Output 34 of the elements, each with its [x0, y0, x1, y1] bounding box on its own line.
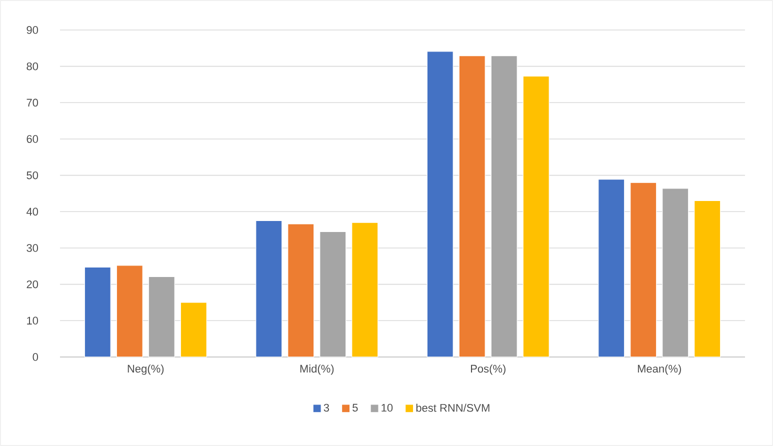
legend-label: 10 [382, 404, 393, 412]
bar [662, 188, 689, 358]
y-tick-label: 40 [26, 208, 38, 216]
bar [458, 55, 486, 358]
y-tick-label: 70 [26, 98, 38, 107]
bar [320, 231, 346, 358]
legend-label: 3 [324, 404, 330, 412]
x-tick-label: Pos(%) [471, 364, 506, 375]
bar [694, 200, 721, 358]
legend-label: best RNN/SVM [416, 404, 490, 412]
bar [116, 265, 143, 358]
bar [630, 182, 657, 358]
bar [490, 55, 518, 358]
bar [180, 302, 207, 358]
y-tick-label: 90 [26, 26, 38, 34]
y-tick-label: 30 [26, 244, 38, 252]
bar [522, 76, 550, 358]
bar [148, 276, 175, 358]
y-tick-label: 20 [26, 280, 38, 288]
bar [352, 222, 378, 358]
y-tick-label: 60 [26, 135, 38, 143]
bar [598, 179, 625, 358]
x-tick-label: Neg(%) [128, 364, 164, 375]
bar [256, 220, 282, 358]
y-tick-label: 0 [32, 353, 38, 361]
x-tick-label: Mean(%) [638, 364, 681, 375]
x-tick-label: Mid(%) [300, 364, 334, 375]
bar [288, 224, 314, 358]
y-tick-label: 10 [27, 316, 38, 325]
bar [84, 266, 111, 358]
legend-label: 5 [352, 404, 358, 412]
y-tick-label: 80 [26, 62, 38, 70]
y-tick-label: 50 [26, 171, 38, 180]
bar [426, 51, 454, 358]
